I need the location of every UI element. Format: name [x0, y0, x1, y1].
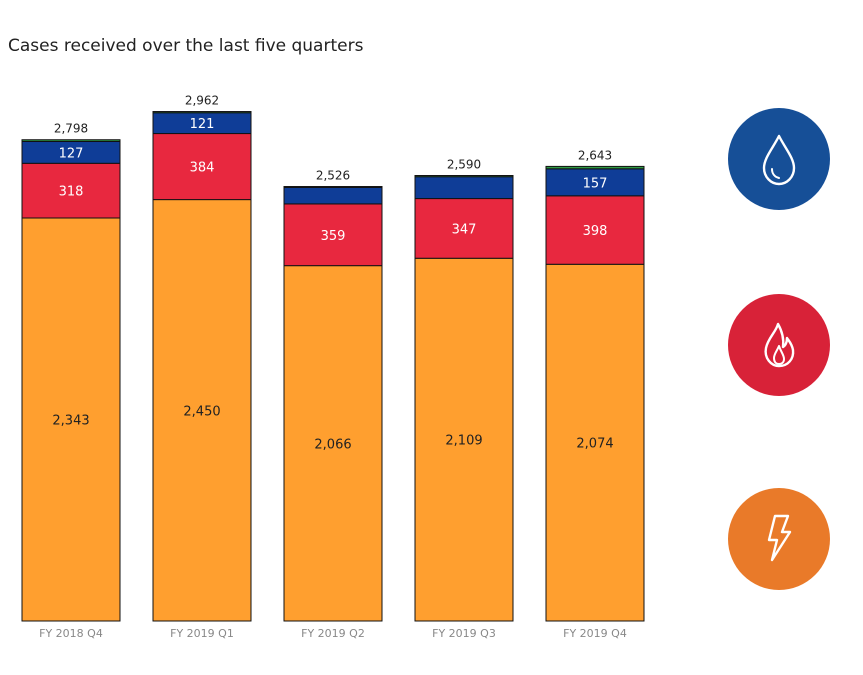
bar-segment — [152, 199, 252, 622]
bar-segment — [545, 165, 645, 170]
flame-icon — [728, 294, 830, 396]
bar-segment — [414, 198, 514, 259]
bar-segment — [283, 186, 383, 205]
segment-value-label: 157 — [583, 176, 608, 191]
x-tick-label: FY 2019 Q1 — [170, 627, 234, 640]
bar-segment — [414, 175, 514, 178]
bar-segment — [21, 217, 121, 622]
bar-segment — [283, 186, 383, 188]
bar-segment — [545, 168, 645, 197]
segment-value-label: 318 — [59, 185, 84, 200]
chart-title: Cases received over the last five quarte… — [8, 36, 364, 56]
water-drop-icon — [728, 108, 830, 210]
bar-segment — [152, 111, 252, 114]
segment-value-label: 2,066 — [314, 437, 351, 452]
bar-segment — [283, 203, 383, 267]
segment-value-label: 2,343 — [52, 414, 89, 429]
x-tick-label: FY 2019 Q3 — [432, 627, 496, 640]
segment-value-label: 2,109 — [445, 434, 482, 449]
bar-total-label: 2,590 — [447, 158, 481, 172]
bar-segment — [414, 257, 514, 622]
bar-total-label: 2,643 — [578, 148, 612, 162]
bar-total-label: 2,962 — [185, 94, 219, 108]
x-tick-label: FY 2018 Q4 — [39, 627, 103, 640]
segment-value-label: 2,450 — [183, 404, 220, 419]
segment-value-label: 398 — [583, 224, 608, 239]
segment-value-label: 384 — [190, 161, 215, 176]
x-tick-label: FY 2019 Q2 — [301, 627, 365, 640]
bar-segment — [414, 176, 514, 200]
bar-segment — [21, 139, 121, 142]
segment-value-label: 359 — [321, 229, 346, 244]
segment-value-label: 2,074 — [576, 437, 613, 452]
x-tick-label: FY 2019 Q4 — [563, 627, 627, 640]
stacked-bar-chart: 2,343 318 127 2,798 FY 2018 Q4 2,450 384 121 2,9… — [21, 94, 645, 640]
bar-total-label: 2,798 — [54, 122, 88, 136]
bar-segment — [152, 133, 252, 201]
bar-segment — [545, 263, 645, 622]
segment-value-label: 127 — [59, 146, 84, 161]
bar-total-label: 2,526 — [316, 169, 350, 183]
segment-value-label: 121 — [190, 117, 215, 132]
lightning-bolt-icon — [728, 488, 830, 590]
bar-segment — [21, 162, 121, 219]
segment-value-label: 347 — [452, 222, 477, 237]
